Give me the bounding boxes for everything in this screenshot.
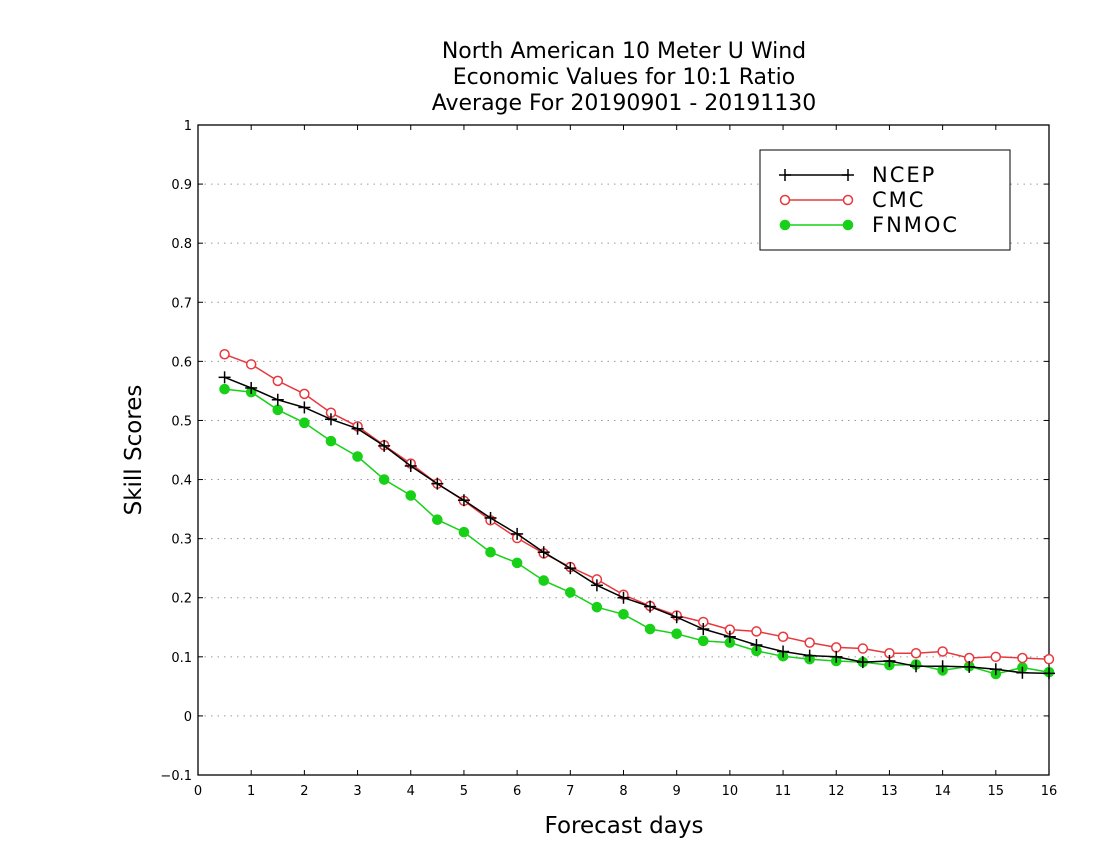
data-point <box>937 646 948 657</box>
x-tick-label: 12 <box>828 784 845 799</box>
x-tick-label: 16 <box>1041 784 1058 799</box>
data-point <box>779 219 791 231</box>
series-cmc <box>219 349 1055 665</box>
axis-ticks: −0.100.10.20.30.40.50.60.70.80.910 1 2 3 4 5 6… <box>160 119 1057 799</box>
data-point <box>618 608 629 620</box>
data-point <box>245 359 257 370</box>
y-tick-label: 0.4 <box>171 474 192 489</box>
y-tick-label: 0.8 <box>171 237 192 252</box>
data-point <box>910 648 922 659</box>
y-tick-label: 0 <box>184 710 192 725</box>
series-fnmoc <box>219 383 1055 680</box>
data-point <box>697 635 709 647</box>
data-point <box>485 546 496 558</box>
x-tick-label: 3 <box>353 784 361 799</box>
data-point <box>511 557 523 569</box>
y-tick-label: 1 <box>184 119 192 134</box>
x-tick-label: 4 <box>407 784 415 799</box>
data-point <box>219 349 230 360</box>
data-point <box>299 417 310 429</box>
data-point <box>857 643 869 654</box>
x-tick-label: 10 <box>722 784 739 799</box>
data-point <box>458 526 470 538</box>
series <box>218 349 1055 680</box>
y-tick-label: 0.9 <box>171 178 192 193</box>
data-point <box>671 628 682 640</box>
y-tick-label: 0.6 <box>171 355 192 370</box>
legend-item-cmc: CMC <box>779 188 925 212</box>
series-ncep <box>218 371 1055 680</box>
series-line <box>224 388 1050 675</box>
legend-item-ncep: NCEP <box>779 163 936 187</box>
x-axis-title: Forecast days <box>545 813 704 839</box>
y-tick-label: 0.1 <box>171 651 192 666</box>
x-tick-label: 2 <box>300 784 308 799</box>
data-point <box>405 490 417 501</box>
x-tick-label: 5 <box>460 784 468 799</box>
x-tick-label: 9 <box>673 784 681 799</box>
data-point <box>831 642 842 653</box>
data-point <box>272 404 284 416</box>
y-tick-label: 0.5 <box>171 414 192 429</box>
data-point <box>272 375 284 387</box>
x-tick-label: 1 <box>247 784 255 799</box>
data-point <box>1017 652 1028 664</box>
title-line-1: North American 10 Meter U Wind <box>442 39 806 64</box>
x-tick-label: 6 <box>513 784 521 799</box>
data-point <box>352 451 363 462</box>
y-tick-label: −0.1 <box>160 769 192 784</box>
data-point <box>565 587 576 598</box>
x-tick-label: 0 <box>194 784 202 799</box>
title-line-2: Economic Values for 10:1 Ratio <box>453 65 795 90</box>
data-point <box>299 388 310 400</box>
data-point <box>842 219 854 231</box>
data-point <box>644 623 656 635</box>
series-line <box>224 353 1050 660</box>
x-tick-label: 15 <box>988 784 1005 799</box>
grid <box>198 183 1049 717</box>
data-point <box>842 194 854 206</box>
legend-label: FNMOC <box>872 213 959 237</box>
data-point <box>1043 653 1055 665</box>
x-tick-label: 13 <box>881 784 898 799</box>
data-point <box>777 631 789 642</box>
data-point <box>325 435 337 447</box>
data-point <box>990 651 1002 663</box>
x-tick-label: 14 <box>934 784 951 799</box>
title-line-3: Average For 20190901 - 20191130 <box>432 91 817 116</box>
y-tick-label: 0.7 <box>171 296 192 311</box>
y-tick-label: 0.2 <box>171 592 192 607</box>
legend-item-fnmoc: FNMOC <box>779 213 959 237</box>
data-point <box>432 514 443 526</box>
data-point <box>538 575 550 586</box>
x-tick-label: 7 <box>566 784 574 799</box>
x-tick-label: 11 <box>775 784 792 799</box>
y-tick-label: 0.3 <box>171 533 192 548</box>
data-point <box>779 194 791 206</box>
series-line <box>224 376 1050 675</box>
data-point <box>804 637 815 648</box>
legend-label: CMC <box>872 188 925 212</box>
data-point <box>591 601 603 613</box>
legend-label: NCEP <box>872 163 936 187</box>
y-axis-title: Skill Scores <box>121 385 147 516</box>
data-point <box>378 474 390 485</box>
data-point <box>751 626 762 637</box>
x-tick-label: 8 <box>619 784 627 799</box>
data-point <box>219 383 230 395</box>
